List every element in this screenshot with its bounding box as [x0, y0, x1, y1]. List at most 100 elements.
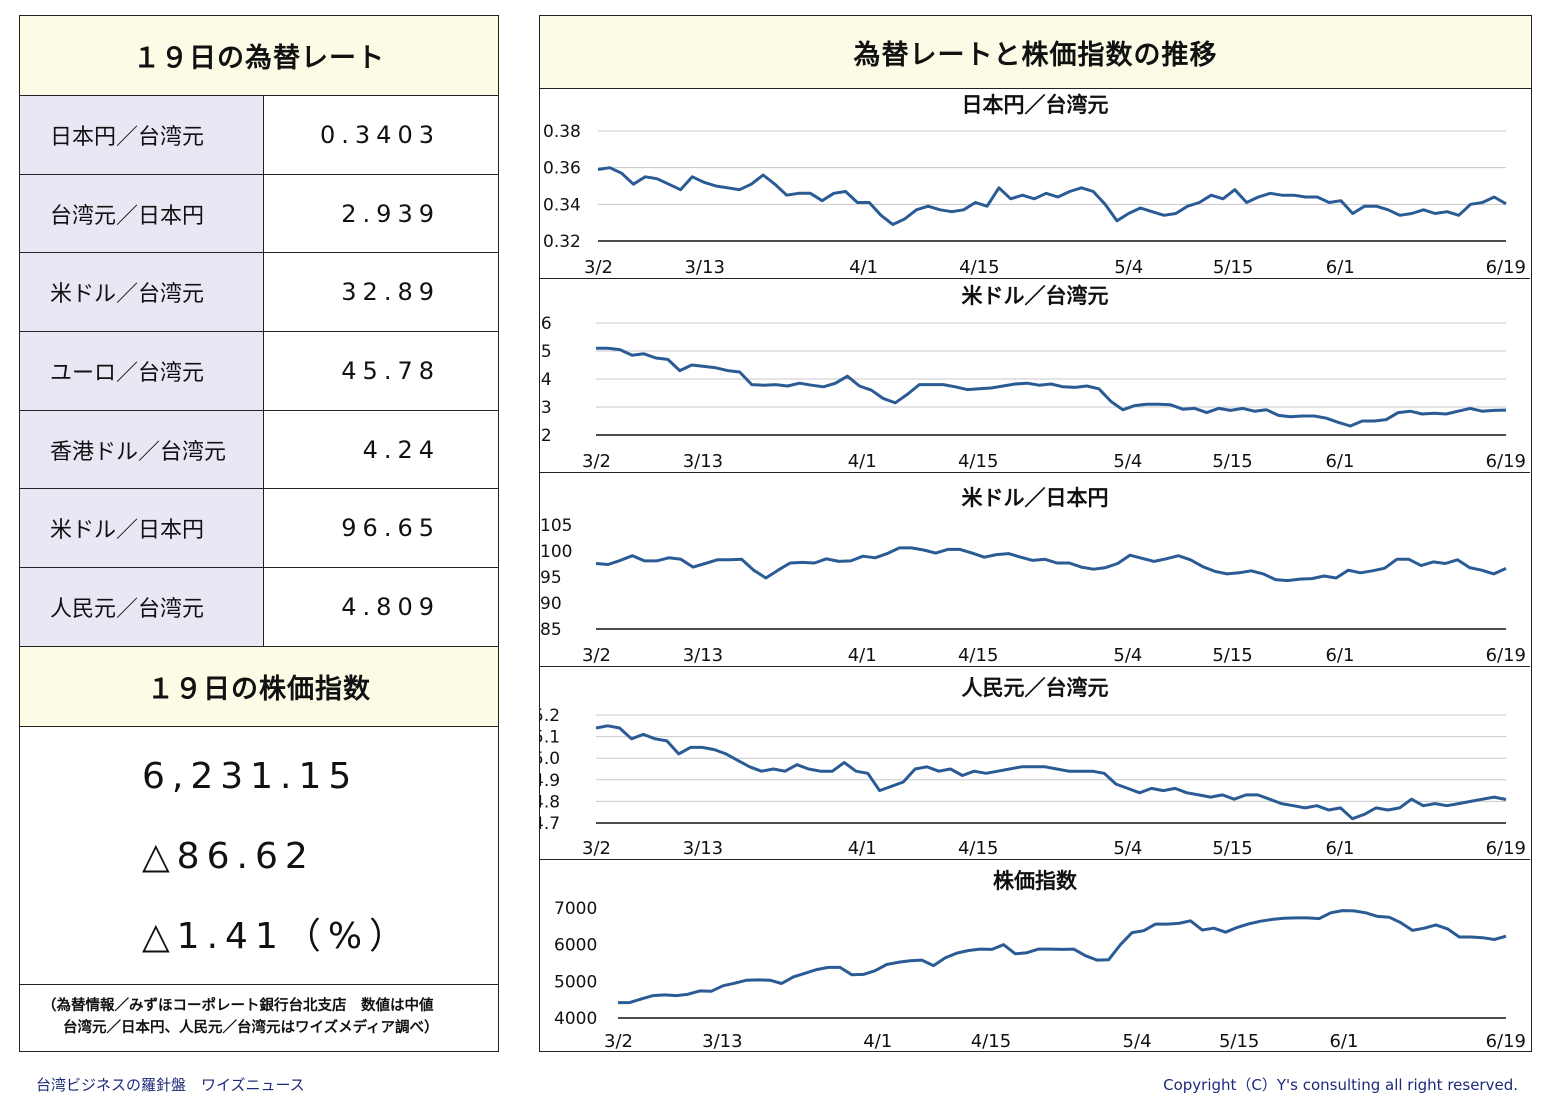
x-tick-label: 5/15	[1213, 257, 1253, 278]
y-tick-label: 34	[540, 370, 552, 390]
x-tick-label: 3/13	[683, 838, 723, 859]
y-tick-label: 32	[540, 426, 552, 446]
rate-value: 32.89	[341, 278, 440, 307]
y-tick-label: 4.8	[540, 792, 560, 812]
rate-label: 日本円／台湾元	[20, 96, 264, 174]
rate-label: 香港ドル／台湾元	[20, 410, 264, 489]
y-tick-label: 5.1	[540, 728, 560, 748]
charts-title: 為替レートと株価指数の推移	[540, 16, 1531, 89]
x-tick-label: 4/1	[848, 451, 877, 472]
left-panel: １９日の為替レート 日本円／台湾元 0.3403 台湾元／日本円 2.939 米…	[19, 15, 499, 1052]
stock-title: １９日の株価指数	[20, 646, 498, 727]
x-tick-label: 5/4	[1114, 257, 1143, 278]
x-tick-label: 3/2	[582, 838, 611, 859]
x-tick-label: 5/4	[1123, 1031, 1152, 1052]
stock-index-value: 6,231.15	[142, 755, 359, 797]
y-tick-label: 0.32	[543, 232, 581, 252]
x-tick-label: 3/13	[702, 1031, 742, 1052]
x-tick-label: 3/2	[582, 645, 611, 666]
x-tick-label: 5/15	[1212, 451, 1252, 472]
chart-title: 日本円／台湾元	[962, 93, 1109, 117]
y-tick-label: 90	[540, 594, 562, 614]
y-tick-label: 5000	[554, 972, 597, 992]
rate-value: 4.24	[362, 435, 440, 464]
rate-row: 香港ドル／台湾元 4.24	[20, 410, 498, 490]
x-tick-label: 4/1	[863, 1031, 892, 1052]
y-tick-label: 7000	[554, 899, 597, 919]
series-line	[595, 546, 1507, 583]
rate-value: 2.939	[341, 199, 440, 228]
rate-row: ユーロ／台湾元 45.78	[20, 332, 498, 411]
chart-usd-twd: 米ドル／台湾元 32 33 34 35 36 3/2 3/13 4/1 4/15 5/4 5/15 6/…	[540, 278, 1530, 473]
x-tick-label: 6/1	[1329, 1031, 1358, 1052]
y-tick-label: 5.2	[540, 706, 560, 726]
x-tick-label: 3/13	[683, 645, 723, 666]
x-tick-label: 6/19	[1486, 1031, 1526, 1052]
x-tick-label: 4/15	[959, 257, 999, 278]
chart-cny-twd: 人民元／台湾元 4.74.84.95.05.15.2 3/2 3/13 4/1 4/15 5…	[540, 666, 1530, 860]
y-tick-label: 0.36	[543, 159, 581, 179]
x-tick-label: 6/19	[1486, 645, 1526, 666]
x-tick-label: 4/1	[849, 257, 878, 278]
y-tick-label: 4.9	[540, 771, 560, 791]
x-tick-label: 4/15	[958, 645, 998, 666]
x-tick-label: 3/2	[584, 257, 613, 278]
rate-value: 0.3403	[320, 120, 440, 149]
x-tick-label: 5/4	[1113, 451, 1142, 472]
x-tick-label: 6/19	[1486, 838, 1526, 859]
x-tick-label: 3/2	[582, 451, 611, 472]
x-tick-label: 5/4	[1113, 838, 1142, 859]
y-tick-label: 95	[540, 568, 562, 588]
rate-label: ユーロ／台湾元	[20, 332, 264, 410]
y-tick-label: 100	[540, 542, 572, 562]
y-tick-label: 4.7	[540, 814, 560, 834]
chart-title: 株価指数	[993, 869, 1078, 893]
x-tick-label: 3/13	[684, 257, 724, 278]
stock-change-value: △86.62	[142, 835, 315, 877]
right-panel: 為替レートと株価指数の推移 日本円／台湾元 0.32 0.34 0.36 0.38 3/2…	[539, 15, 1532, 1052]
rate-row: 人民元／台湾元 4.809	[20, 568, 498, 647]
x-tick-label: 6/1	[1325, 838, 1354, 859]
chart-usd-jpy: 米ドル／日本円 85 90 95 100 105 3/2 3/13 4/1 4/15 5/4 5/15…	[540, 472, 1530, 667]
chart-jpy-twd: 日本円／台湾元 0.32 0.34 0.36 0.38 3/2 3/13 4/1 4/15 5/4…	[540, 88, 1530, 279]
x-tick-label: 3/2	[604, 1031, 633, 1052]
series-line	[618, 909, 1507, 1005]
y-tick-label: 0.38	[543, 122, 581, 142]
x-tick-label: 6/19	[1486, 451, 1526, 472]
source-note-line2: 台湾元／日本円、人民元／台湾元はワイズメディア調べ）	[63, 1019, 439, 1036]
y-tick-label: 85	[540, 620, 562, 640]
chart-title: 人民元／台湾元	[962, 676, 1109, 700]
x-tick-label: 5/15	[1212, 838, 1252, 859]
rate-label: 台湾元／日本円	[20, 174, 264, 253]
rates-table: 日本円／台湾元 0.3403 台湾元／日本円 2.939 米ドル／台湾元 32.…	[20, 96, 498, 647]
x-tick-label: 3/13	[683, 451, 723, 472]
y-tick-label: 36	[540, 314, 552, 334]
y-tick-label: 5.0	[540, 749, 560, 769]
rate-label: 米ドル／日本円	[20, 489, 264, 568]
rate-row: 米ドル／日本円 96.65	[20, 489, 498, 569]
x-tick-label: 6/1	[1325, 451, 1354, 472]
rate-value: 4.809	[341, 592, 440, 621]
rate-value: 45.78	[341, 356, 440, 385]
stock-values: 6,231.15 △86.62 △1.41（%）	[20, 727, 498, 985]
rate-row: 米ドル／台湾元 32.89	[20, 253, 498, 333]
rate-label: 人民元／台湾元	[20, 568, 264, 646]
y-tick-label: 33	[540, 398, 552, 418]
x-tick-label: 4/15	[958, 451, 998, 472]
rate-value: 96.65	[341, 514, 440, 543]
x-tick-label: 5/15	[1212, 645, 1252, 666]
rate-row: 日本円／台湾元 0.3403	[20, 96, 498, 175]
y-tick-label: 0.34	[543, 195, 581, 215]
x-tick-label: 6/19	[1486, 257, 1526, 278]
x-tick-label: 5/4	[1113, 645, 1142, 666]
rates-title: １９日の為替レート	[20, 16, 498, 96]
chart-title: 米ドル／台湾元	[962, 284, 1109, 308]
footer-copyright: Copyright（C）Y's consulting all right res…	[1163, 1076, 1518, 1094]
x-tick-label: 4/15	[958, 838, 998, 859]
y-tick-label: 105	[540, 516, 572, 536]
source-note-line1: （為替情報／みずほコーポレート銀行台北支店 数値は中値	[42, 997, 434, 1014]
x-tick-label: 4/1	[848, 645, 877, 666]
rate-row: 台湾元／日本円 2.939	[20, 174, 498, 254]
x-tick-label: 6/1	[1326, 257, 1355, 278]
chart-title: 米ドル／日本円	[962, 486, 1109, 510]
